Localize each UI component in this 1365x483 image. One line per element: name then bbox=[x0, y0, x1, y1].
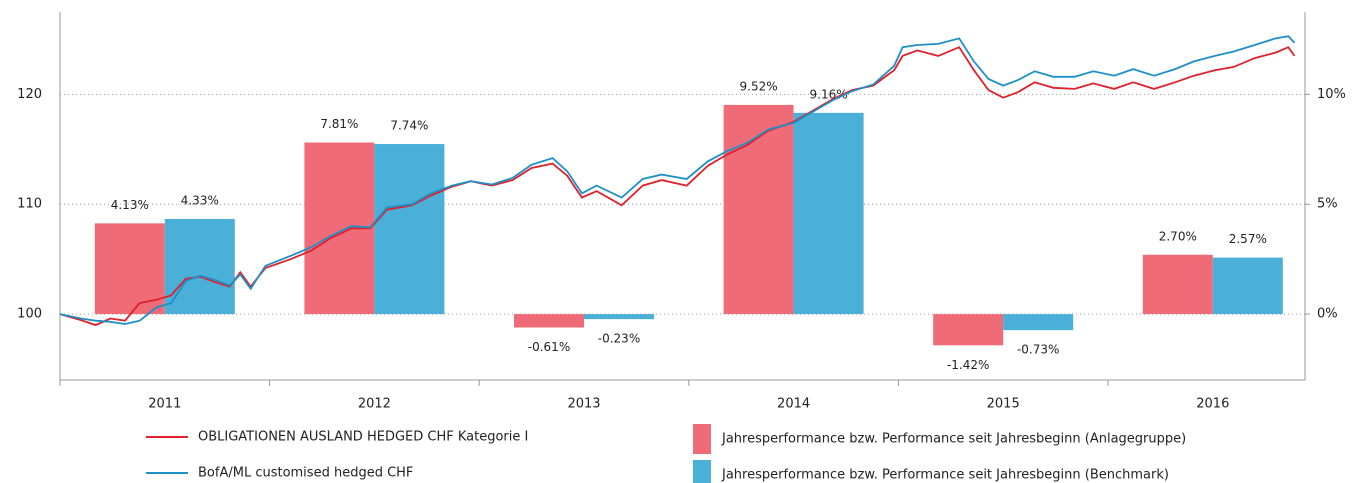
legend-label: OBLIGATIONEN AUSLAND HEDGED CHF Kategori… bbox=[198, 430, 528, 445]
bar bbox=[164, 218, 235, 315]
legend-label: Jahresperformance bzw. Performance seit … bbox=[721, 468, 1169, 483]
legend-label: BofA/ML customised hedged CHF bbox=[198, 466, 413, 481]
legend-swatch bbox=[693, 460, 711, 483]
y-tick-label: 100 bbox=[17, 307, 42, 322]
bar-value-label: 4.33% bbox=[181, 193, 219, 207]
bar bbox=[1003, 314, 1074, 331]
x-tick-label: 2015 bbox=[987, 397, 1020, 412]
bar-value-label: 4.13% bbox=[111, 198, 149, 212]
bar-value-label: -1.42% bbox=[947, 358, 989, 372]
bar bbox=[723, 104, 794, 315]
x-tick-label: 2013 bbox=[567, 397, 600, 412]
bar-value-label: -0.23% bbox=[598, 332, 640, 346]
bar-value-label: 7.81% bbox=[320, 117, 358, 131]
x-tick-label: 2011 bbox=[148, 397, 181, 412]
x-tick-label: 2012 bbox=[358, 397, 391, 412]
line bbox=[59, 46, 1296, 327]
y2-tick-label: 5% bbox=[1317, 197, 1338, 212]
bar-value-label: 7.74% bbox=[390, 119, 428, 133]
y-tick-label: 110 bbox=[17, 197, 42, 212]
bar-value-label: 9.52% bbox=[740, 79, 778, 93]
line bbox=[59, 35, 1296, 325]
y2-tick-label: 10% bbox=[1317, 87, 1346, 102]
legend-swatch bbox=[693, 424, 711, 454]
y-tick-label: 120 bbox=[17, 87, 42, 102]
legend-label: Jahresperformance bzw. Performance seit … bbox=[721, 432, 1186, 447]
bar bbox=[1142, 254, 1213, 315]
bar-value-label: -0.73% bbox=[1017, 343, 1059, 357]
bar bbox=[374, 144, 445, 315]
bar-value-label: 2.57% bbox=[1229, 232, 1267, 246]
x-tick-label: 2014 bbox=[777, 397, 810, 412]
x-tick-label: 2016 bbox=[1196, 397, 1229, 412]
bar-value-label: -0.61% bbox=[528, 340, 570, 354]
bar-value-label: 2.70% bbox=[1159, 229, 1197, 243]
bar bbox=[1212, 257, 1283, 315]
bar bbox=[514, 314, 584, 328]
y2-tick-label: 0% bbox=[1317, 307, 1338, 322]
bar bbox=[584, 314, 654, 320]
bar bbox=[94, 223, 165, 315]
bar bbox=[793, 112, 864, 315]
bar bbox=[933, 314, 1004, 346]
